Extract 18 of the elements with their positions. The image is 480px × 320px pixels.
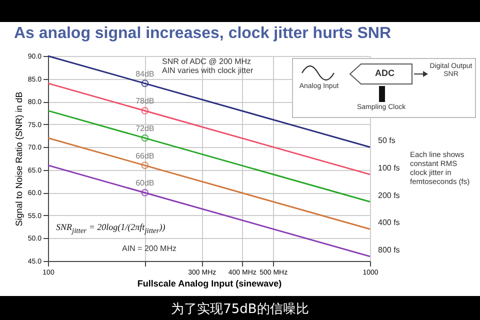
- data-label: 72dB: [136, 124, 154, 133]
- y-axis-title: Signal to Noise Ratio (SNR) in dB: [14, 92, 24, 226]
- annotation: AIN varies with clock jitter: [162, 66, 254, 75]
- text: 为了实现75dB的信噪比: [170, 301, 310, 318]
- data-label: 78dB: [136, 96, 154, 106]
- data-label: 66dB: [136, 151, 154, 160]
- series-label: 200 fs: [378, 190, 400, 200]
- annotation: AIN = 200 MHz: [122, 244, 176, 253]
- annotation: SNR of ADC @ 200 MHz: [162, 57, 252, 66]
- series-label: 50 fs: [378, 136, 396, 146]
- chart-title: As analog signal increases, clock jitter hurts SNR: [14, 25, 392, 43]
- series-label: 800 fs: [378, 245, 400, 254]
- series-label: 400 fs: [378, 218, 400, 228]
- series-label: 100 fs: [378, 163, 400, 172]
- data-label: 60dB: [136, 178, 154, 188]
- annotation: SNR$_{jitter}$ = 20log(1/(2πft$_{jitter}$)): [56, 222, 166, 235]
- x-axis-title: Fullscale Analog Input (sinewave): [137, 278, 282, 288]
- data-label: 84dB: [136, 69, 154, 78]
